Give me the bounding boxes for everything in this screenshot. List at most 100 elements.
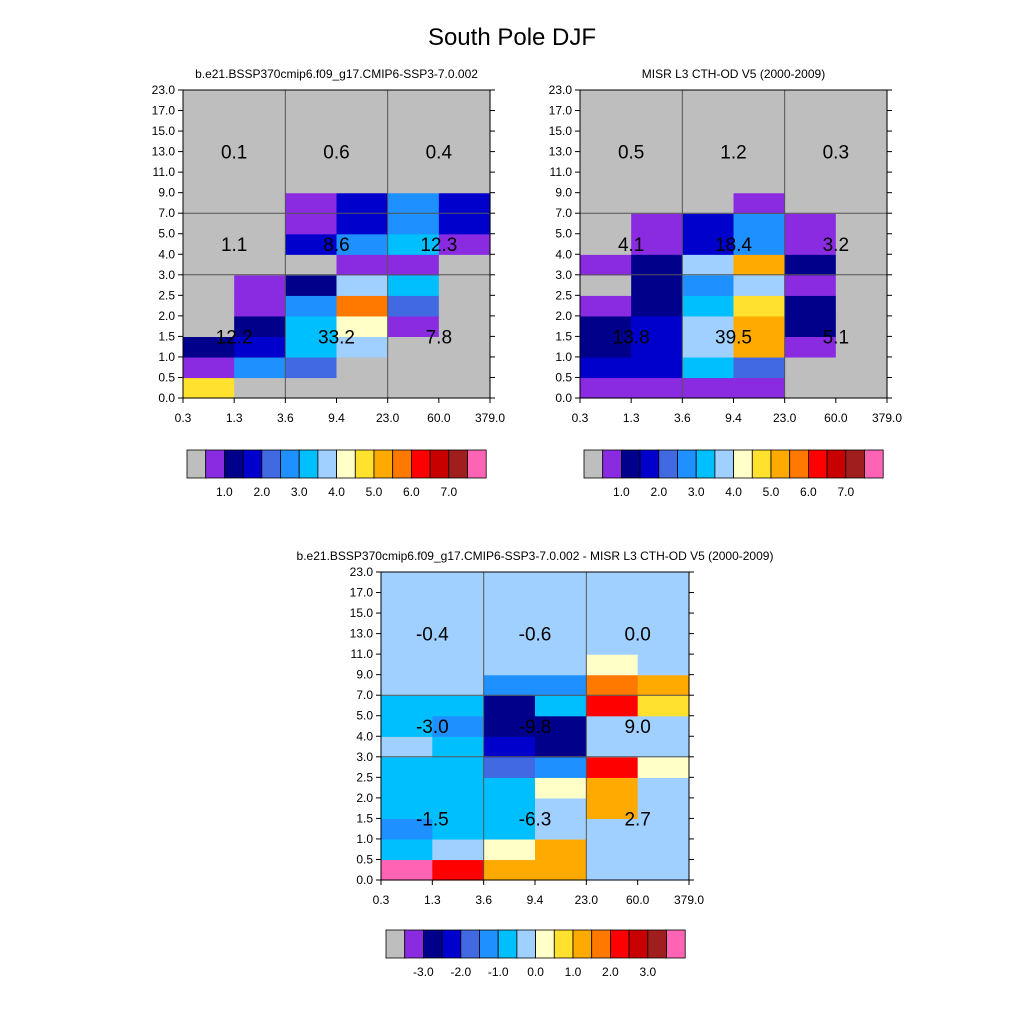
- heatmap-cell: [637, 777, 690, 799]
- heatmap-cell: [631, 336, 683, 358]
- heatmap-cell: [682, 110, 735, 132]
- box-label-mid-opt-medium: 18.4: [715, 235, 752, 256]
- heatmap-cell: [733, 377, 786, 399]
- heatmap-cell: [285, 131, 338, 153]
- heatmap-cell: [336, 131, 389, 153]
- heatmap-cell: [637, 633, 690, 655]
- colorbar-swatch: [789, 449, 809, 479]
- heatmap-cell: [336, 336, 389, 358]
- y-tick-label: 2.5: [158, 288, 175, 302]
- colorbar-swatch: [864, 449, 884, 479]
- heatmap-cell: [682, 254, 735, 276]
- colorbar-swatch: [205, 449, 225, 479]
- heatmap-cell: [586, 859, 639, 881]
- heatmap-cell: [580, 131, 632, 153]
- heatmap-cell: [535, 572, 587, 594]
- heatmap-cell: [733, 233, 786, 255]
- colorbar-swatch: [572, 929, 593, 959]
- heatmap-cell: [483, 592, 536, 614]
- heatmap-cell: [234, 172, 286, 194]
- heatmap-cell: [336, 295, 389, 317]
- heatmap-cell: [387, 377, 440, 399]
- x-tick-label: 23.0: [773, 411, 797, 425]
- box-label-low-opt-thin: 12.2: [216, 327, 253, 348]
- x-tick-label: 0.3: [175, 411, 192, 425]
- heatmap-cell: [580, 356, 632, 379]
- heatmap-cell: [631, 274, 683, 296]
- heatmap-cell: [285, 151, 338, 173]
- heatmap-cell: [381, 756, 433, 778]
- heatmap-cell: [285, 192, 338, 214]
- heatmap-cell: [580, 295, 632, 317]
- heatmap-cell: [336, 254, 389, 276]
- heatmap-cell: [631, 356, 683, 379]
- heatmap-cell: [183, 151, 235, 173]
- heatmap-cell: [234, 254, 286, 276]
- box-label-high-opt-thin: -0.4: [416, 625, 449, 646]
- colorbar-swatch: [553, 929, 574, 959]
- heatmap-cell: [483, 695, 536, 717]
- heatmap-cell: [438, 315, 491, 337]
- heatmap-cell: [285, 295, 338, 317]
- colorbar-label: 3.0: [688, 485, 705, 499]
- colorbar-swatch: [808, 449, 828, 479]
- heatmap-cell: [234, 192, 286, 214]
- colorbar-label: 4.0: [725, 485, 742, 499]
- heatmap-cell: [483, 818, 536, 840]
- colorbar-label: 2.0: [650, 485, 667, 499]
- y-tick-label: 1.0: [356, 832, 373, 846]
- colorbar-swatch: [448, 449, 468, 479]
- heatmap-cell: [387, 131, 440, 153]
- x-tick-label: 23.0: [575, 893, 599, 907]
- colorbar-label: 5.0: [366, 485, 383, 499]
- figure-title: South Pole DJF: [428, 24, 596, 51]
- heatmap-cell: [835, 233, 888, 255]
- heatmap-cell: [183, 295, 235, 317]
- heatmap-cell: [784, 233, 837, 255]
- y-tick-label: 13.0: [350, 627, 374, 641]
- x-tick-label: 3.6: [674, 411, 691, 425]
- heatmap-cell: [835, 356, 888, 379]
- box-label-mid-opt-thick: 12.3: [420, 235, 457, 256]
- heatmap-cell: [387, 90, 440, 112]
- colorbar-label: 7.0: [837, 485, 854, 499]
- heatmap-cell: [381, 797, 433, 819]
- colorbar-swatch: [621, 449, 641, 479]
- heatmap-cell: [234, 151, 286, 173]
- heatmap-cell: [784, 377, 837, 399]
- box-label-high-opt-thick: 0.4: [426, 143, 453, 164]
- heatmap-cell: [381, 777, 433, 799]
- heatmap-cell: [438, 254, 491, 276]
- y-tick-label: 5.0: [555, 227, 572, 241]
- heatmap-cell: [234, 274, 286, 296]
- colorbar-swatch: [479, 929, 499, 959]
- heatmap-cell: [682, 213, 735, 235]
- y-tick-label: 1.0: [555, 350, 572, 364]
- heatmap-cell: [438, 274, 491, 296]
- colorbar: 1.0 2.0 3.0 4.0 5.0 6.0 7.0: [186, 449, 487, 499]
- box-label-high-opt-medium: 0.6: [323, 143, 349, 164]
- colorbar-swatch: [373, 449, 394, 479]
- heatmap-cell: [580, 254, 632, 276]
- box-label-low-opt-medium: -6.3: [519, 809, 552, 830]
- y-tick-label: 3.0: [356, 750, 373, 764]
- heatmap-cell: [381, 838, 433, 861]
- colorbar-swatch: [714, 449, 735, 479]
- heatmap-cell: [336, 213, 389, 235]
- heatmap-cell: [733, 151, 786, 173]
- y-tick-label: 7.0: [356, 688, 373, 702]
- y-tick-label: 17.0: [350, 586, 374, 600]
- heatmap-cell: [637, 613, 690, 635]
- colorbar-swatch: [460, 929, 480, 959]
- colorbar-swatch: [242, 449, 263, 479]
- heatmap-cell: [483, 674, 536, 696]
- colorbar: 1.0 2.0 3.0 4.0 5.0 6.0 7.0: [583, 449, 884, 499]
- y-tick-label: 9.0: [158, 186, 175, 200]
- heatmap-cell: [535, 838, 587, 861]
- heatmap-cell: [682, 274, 735, 296]
- y-tick-label: 11.0: [351, 647, 374, 661]
- heatmap-cell: [432, 674, 485, 696]
- heatmap-cell: [438, 151, 491, 173]
- heatmap-cell: [483, 715, 536, 737]
- colorbar-label: 1.0: [216, 485, 233, 499]
